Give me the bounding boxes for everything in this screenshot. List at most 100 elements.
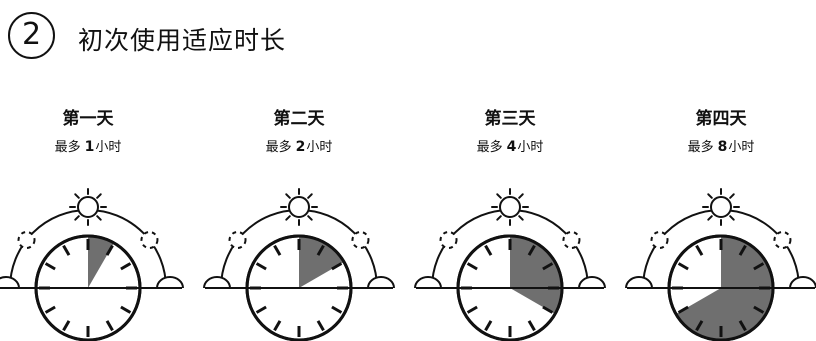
day-usage-limit: 最多 4小时 bbox=[408, 136, 612, 155]
sun-ray bbox=[74, 215, 80, 221]
limit-prefix: 最多 bbox=[265, 140, 292, 155]
hour-tick bbox=[120, 305, 132, 314]
day-title: 第三天 bbox=[484, 109, 536, 129]
sun-outline-icon bbox=[228, 230, 247, 249]
day-usage-limit: 最多 8小时 bbox=[619, 136, 816, 155]
sun-ray bbox=[496, 215, 502, 221]
horizon-sun-icon bbox=[789, 276, 816, 289]
sun-ray bbox=[707, 215, 713, 221]
hour-tick bbox=[331, 305, 343, 314]
sun-clock-dial bbox=[414, 188, 606, 341]
sun-ray bbox=[729, 193, 735, 199]
hour-tick bbox=[695, 244, 704, 256]
sun-outline-icon bbox=[439, 230, 458, 249]
limit-hours: 4 bbox=[506, 139, 517, 155]
hour-tick bbox=[753, 262, 765, 271]
sun-ray bbox=[729, 215, 735, 221]
day-title: 第四天 bbox=[695, 109, 747, 129]
sun-outline-icon bbox=[351, 230, 370, 249]
sun-ray bbox=[96, 215, 102, 221]
horizon-sun-icon bbox=[156, 276, 184, 289]
horizon-sun-icon bbox=[0, 276, 20, 289]
limit-prefix: 最多 bbox=[54, 140, 81, 155]
day-title: 第二天 bbox=[273, 109, 325, 129]
step-number-badge: 2 bbox=[8, 12, 55, 59]
sun-clock-dial bbox=[203, 188, 395, 341]
sun-icon bbox=[288, 196, 310, 218]
day-usage-limit: 最多 2小时 bbox=[197, 136, 401, 155]
limit-hours: 8 bbox=[717, 139, 728, 155]
sun-ray bbox=[518, 215, 524, 221]
sun-outline-icon bbox=[17, 230, 36, 249]
day-title: 第一天 bbox=[62, 109, 114, 129]
hour-tick bbox=[527, 320, 536, 332]
day-usage-limit: 最多 1小时 bbox=[0, 136, 190, 155]
sun-outline-icon bbox=[650, 230, 669, 249]
hour-tick bbox=[62, 244, 71, 256]
sun-ray bbox=[285, 215, 291, 221]
clock-rim bbox=[245, 234, 353, 341]
sun-ray bbox=[307, 215, 313, 221]
hour-tick bbox=[677, 262, 689, 271]
sun-outline-icon bbox=[773, 230, 792, 249]
horizon-sun-icon bbox=[578, 276, 606, 289]
limit-suffix: 小时 bbox=[517, 140, 544, 155]
sun-ray bbox=[285, 193, 291, 199]
hour-tick bbox=[105, 320, 114, 332]
limit-suffix: 小时 bbox=[728, 140, 755, 155]
sun-clock-dial bbox=[0, 188, 184, 341]
hour-tick bbox=[120, 262, 132, 271]
hour-tick bbox=[44, 262, 56, 271]
hour-tick bbox=[753, 305, 765, 314]
limit-prefix: 最多 bbox=[687, 140, 714, 155]
day-panel-2: 第二天 最多 2小时 bbox=[197, 100, 401, 341]
hour-tick bbox=[484, 320, 493, 332]
usage-sector bbox=[88, 237, 114, 288]
sun-clock-dial bbox=[625, 188, 816, 341]
sun-ray bbox=[707, 193, 713, 199]
hour-tick bbox=[738, 320, 747, 332]
hour-tick bbox=[331, 262, 343, 271]
hour-tick bbox=[44, 305, 56, 314]
hour-tick bbox=[316, 320, 325, 332]
hour-tick bbox=[62, 320, 71, 332]
usage-sector bbox=[510, 237, 561, 314]
day-panel-1: 第一天 最多 1小时 bbox=[0, 100, 190, 341]
hour-tick bbox=[466, 262, 478, 271]
day-panel-4: 第四天 最多 8小时 bbox=[619, 100, 816, 341]
hour-tick bbox=[542, 305, 554, 314]
step-title: 初次使用适应时长 bbox=[78, 26, 287, 55]
limit-suffix: 小时 bbox=[95, 140, 122, 155]
sun-icon bbox=[710, 196, 732, 218]
horizon-sun-icon bbox=[367, 276, 395, 289]
hour-tick bbox=[316, 244, 325, 256]
limit-suffix: 小时 bbox=[306, 140, 333, 155]
hour-tick bbox=[527, 244, 536, 256]
hour-tick bbox=[695, 320, 704, 332]
hour-tick bbox=[255, 262, 267, 271]
hour-tick bbox=[466, 305, 478, 314]
clock-rim bbox=[456, 234, 564, 341]
sun-outline-icon bbox=[562, 230, 581, 249]
sun-icon bbox=[499, 196, 521, 218]
limit-hours: 1 bbox=[84, 139, 95, 155]
sun-ray bbox=[74, 193, 80, 199]
limit-prefix: 最多 bbox=[476, 140, 503, 155]
hour-tick bbox=[105, 244, 114, 256]
day-panel-3: 第三天 最多 4小时 bbox=[408, 100, 612, 341]
sun-ray bbox=[307, 193, 313, 199]
hour-tick bbox=[273, 244, 282, 256]
clock-rim bbox=[667, 234, 775, 341]
horizon-sun-icon bbox=[625, 276, 653, 289]
hour-tick bbox=[677, 305, 689, 314]
hour-tick bbox=[255, 305, 267, 314]
limit-hours: 2 bbox=[295, 139, 306, 155]
horizon-sun-icon bbox=[414, 276, 442, 289]
sun-icon bbox=[77, 196, 99, 218]
hour-tick bbox=[484, 244, 493, 256]
hour-tick bbox=[542, 262, 554, 271]
sun-ray bbox=[496, 193, 502, 199]
sun-ray bbox=[518, 193, 524, 199]
hour-tick bbox=[738, 244, 747, 256]
horizon-sun-icon bbox=[203, 276, 231, 289]
